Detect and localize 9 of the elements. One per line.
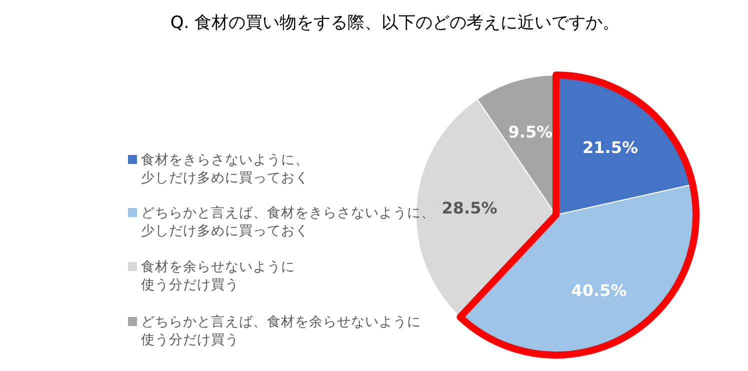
data-label: 28.5% (442, 198, 498, 218)
legend-label: 食材を余らせないように使う分だけ買う (141, 259, 295, 293)
chart-title: Q. 食材の買い物をする際、以下のどの考えに近いですか。 (170, 13, 620, 33)
data-label: 40.5% (571, 280, 627, 300)
data-label: 9.5% (508, 122, 553, 142)
legend-label: どちらかと言えば、食材をきらさないように、少しだけ多めに買っておく (141, 205, 435, 239)
data-label: 21.5% (582, 138, 638, 157)
legend-label: 食材をきらさないように、少しだけ多めに買っておく (141, 152, 309, 186)
legend-label: どちらかと言えば、食材を余らせないように使う分だけ買う (141, 314, 421, 348)
